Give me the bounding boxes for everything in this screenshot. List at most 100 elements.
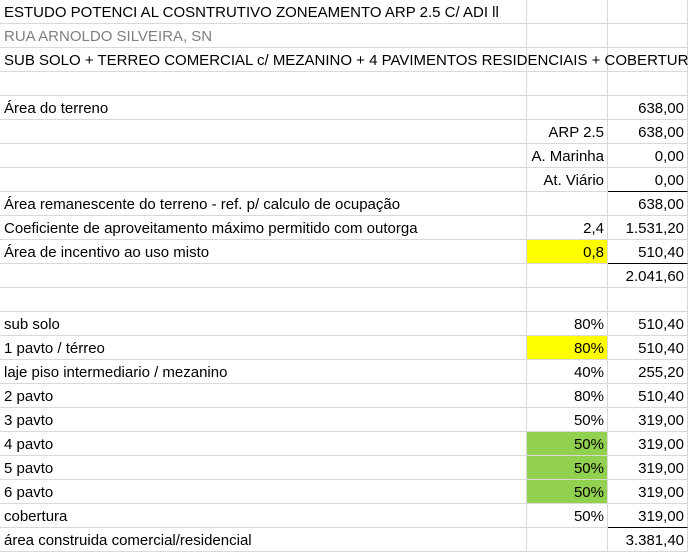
cell-text: ESTUDO POTENCI AL COSNTRUTIVO ZONEAMENTO…	[4, 4, 499, 21]
cell-text: 3 pavto	[4, 412, 54, 429]
cell-text: 50%	[573, 484, 604, 501]
cell[interactable]	[0, 528, 527, 552]
cell[interactable]	[527, 480, 608, 504]
cell[interactable]	[0, 192, 527, 216]
cell[interactable]	[527, 24, 608, 48]
cell-text: A. Marinha	[531, 148, 604, 165]
cell-text: 1.531,20	[625, 220, 684, 237]
cell-text: 50%	[573, 412, 604, 429]
cell-text: sub solo	[4, 316, 60, 333]
cell-text: ARP 2.5	[548, 124, 604, 141]
cell[interactable]	[0, 384, 527, 408]
cell-text: 510,40	[638, 340, 684, 357]
cell[interactable]	[527, 216, 608, 240]
cell[interactable]	[527, 336, 608, 360]
cell[interactable]	[527, 96, 608, 120]
cell-text: SUB SOLO + TERREO COMERCIAL c/ MEZANINO …	[4, 52, 688, 69]
cell[interactable]	[527, 144, 608, 168]
cell[interactable]	[527, 120, 608, 144]
cell-text: 80%	[573, 316, 604, 333]
cell[interactable]	[0, 360, 527, 384]
cell-text: 50%	[573, 436, 604, 453]
cell[interactable]	[527, 240, 608, 264]
cell-text: 4 pavto	[4, 436, 54, 453]
cell[interactable]	[0, 456, 527, 480]
cell[interactable]	[0, 264, 527, 288]
cell[interactable]	[0, 24, 527, 48]
cell-text: 510,40	[638, 388, 684, 405]
cell[interactable]	[0, 432, 527, 456]
cell[interactable]	[608, 0, 688, 24]
cell-text: 5 pavto	[4, 460, 54, 477]
cell-text: 0,8	[583, 244, 604, 261]
cell[interactable]	[0, 312, 527, 336]
cell[interactable]	[0, 288, 527, 312]
cell[interactable]	[0, 96, 527, 120]
cell[interactable]	[527, 528, 608, 552]
cell[interactable]	[527, 432, 608, 456]
cell[interactable]	[0, 336, 527, 360]
cell-text: 80%	[573, 340, 604, 357]
cell[interactable]	[527, 504, 608, 528]
cell-text: 2,4	[583, 220, 604, 237]
cell[interactable]	[0, 168, 527, 192]
cell[interactable]	[527, 288, 608, 312]
cell-text: 319,00	[638, 484, 684, 501]
cell-text: Área remanescente do terreno - ref. p/ c…	[4, 196, 401, 213]
cell-text: Área do terreno	[4, 100, 109, 117]
cell-text: 1 pavto / térreo	[4, 340, 105, 357]
cell[interactable]	[527, 360, 608, 384]
cell-text: laje piso intermediario / mezanino	[4, 364, 228, 381]
cell[interactable]	[527, 408, 608, 432]
cell[interactable]	[0, 0, 527, 24]
cell[interactable]	[608, 24, 688, 48]
cell-text: 6 pavto	[4, 484, 54, 501]
cell-text: 0,00	[654, 172, 684, 189]
cell[interactable]	[0, 240, 527, 264]
cell[interactable]	[0, 504, 527, 528]
cell-text: 2 pavto	[4, 388, 54, 405]
cell-text: 50%	[573, 508, 604, 525]
cell[interactable]	[0, 48, 527, 72]
cell-text: 510,40	[638, 244, 684, 261]
cell-text: 50%	[573, 460, 604, 477]
cell-text: 40%	[573, 364, 604, 381]
cell-text: 319,00	[638, 436, 684, 453]
cell[interactable]	[608, 288, 688, 312]
cell[interactable]	[527, 456, 608, 480]
cell-text: área construida comercial/residencial	[4, 532, 252, 549]
cell[interactable]	[0, 144, 527, 168]
cell-text: At. Viário	[543, 172, 604, 189]
cell[interactable]	[608, 72, 688, 96]
cell[interactable]	[0, 408, 527, 432]
cell[interactable]	[0, 72, 527, 96]
cell-text: 319,00	[638, 508, 684, 525]
cell[interactable]	[0, 480, 527, 504]
cell-text: RUA ARNOLDO SILVEIRA, SN	[4, 28, 213, 45]
cell-text: Área de incentivo ao uso misto	[4, 244, 210, 261]
cell[interactable]	[0, 120, 527, 144]
cell-text: 255,20	[638, 364, 684, 381]
cell-text: 80%	[573, 388, 604, 405]
cell[interactable]	[527, 312, 608, 336]
cell[interactable]	[527, 48, 608, 72]
cell[interactable]	[527, 72, 608, 96]
cell-text: 638,00	[638, 196, 684, 213]
cell-text: Coeficiente de aproveitamento máximo per…	[4, 220, 418, 237]
cell[interactable]	[527, 192, 608, 216]
cell-text: 0,00	[654, 148, 684, 165]
cell-text: 638,00	[638, 124, 684, 141]
cell-text: 319,00	[638, 460, 684, 477]
cell[interactable]	[527, 168, 608, 192]
cell-text: cobertura	[4, 508, 68, 525]
cell[interactable]	[527, 384, 608, 408]
cell-text: 3.381,40	[625, 532, 684, 549]
cell[interactable]	[0, 216, 527, 240]
cell-text: 319,00	[638, 412, 684, 429]
cell-text: 510,40	[638, 316, 684, 333]
cell[interactable]	[527, 0, 608, 24]
cell-text: 2.041,60	[625, 268, 684, 285]
cell[interactable]	[527, 264, 608, 288]
cell-text: 638,00	[638, 100, 684, 117]
